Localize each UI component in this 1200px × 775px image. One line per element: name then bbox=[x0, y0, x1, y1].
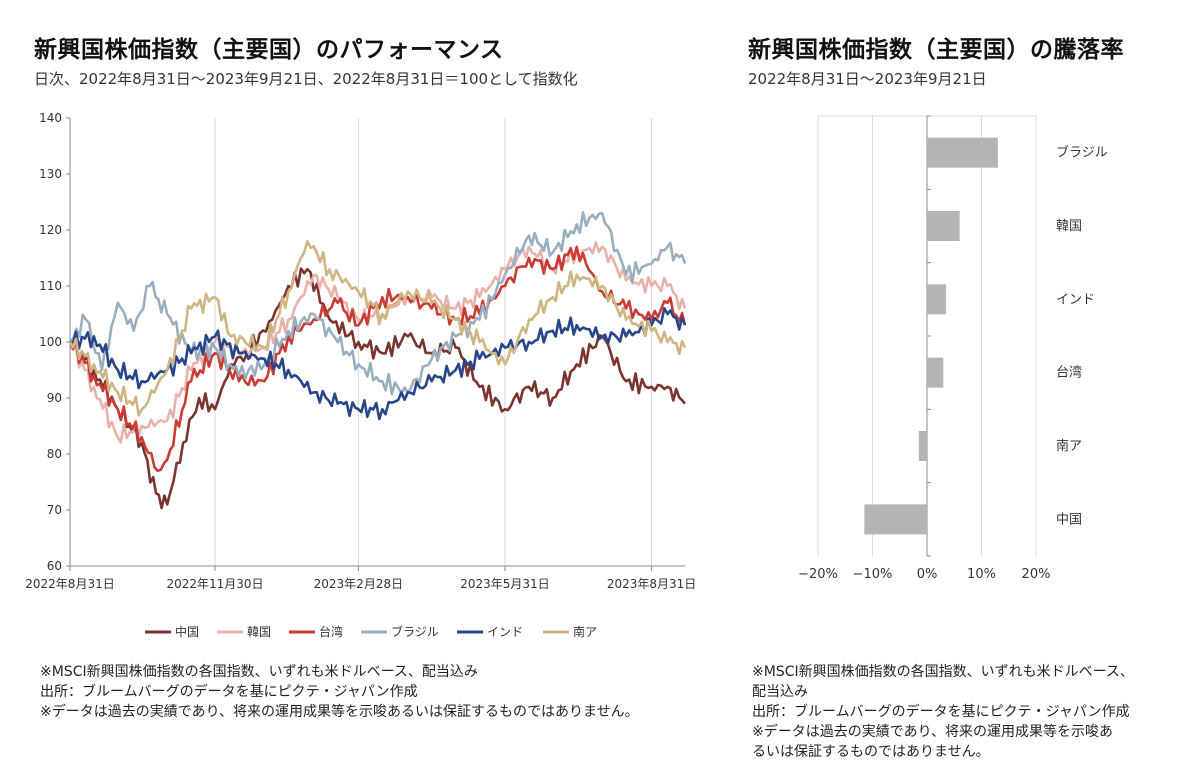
bar-南ア bbox=[918, 431, 927, 461]
legend-label: ブラジル bbox=[391, 624, 439, 639]
x-tick-label: 2023年5月31日 bbox=[460, 577, 549, 591]
category-label: ブラジル bbox=[1056, 145, 1108, 161]
category-label: 南ア bbox=[1056, 438, 1082, 454]
y-tick-label: 100 bbox=[39, 335, 62, 349]
legend-label: 南ア bbox=[573, 624, 597, 639]
right-chart-subtitle: 2022年8月31日～2023年9月21日 bbox=[748, 70, 987, 88]
y-tick-label: 140 bbox=[39, 111, 62, 125]
category-label: 中国 bbox=[1056, 512, 1082, 527]
x-tick-label: 0% bbox=[917, 567, 938, 582]
y-tick-label: 80 bbox=[47, 447, 62, 461]
y-tick-label: 90 bbox=[47, 391, 62, 405]
right-note-line: るいは保証するものではありません。 bbox=[752, 744, 990, 760]
left-note-line: ※MSCI新興国株価指数の各国指数、いずれも米ドルベース、配当込み bbox=[40, 664, 478, 680]
x-tick-label: 2023年8月31日 bbox=[607, 577, 696, 591]
bar-中国 bbox=[864, 504, 927, 535]
x-tick-label: 2023年2月28日 bbox=[314, 577, 403, 591]
left-notes: ※MSCI新興国株価指数の各国指数、いずれも米ドルベース、配当込み 出所：ブルー… bbox=[40, 662, 639, 722]
x-tick-label: −10% bbox=[853, 567, 893, 582]
left-note-line: 出所：ブルームバーグのデータを基にピクテ・ジャパン作成 bbox=[40, 684, 418, 700]
x-tick-label: 20% bbox=[1022, 567, 1051, 582]
left-chart-title: 新興国株価指数（主要国）のパフォーマンス bbox=[34, 37, 504, 63]
y-tick-label: 110 bbox=[39, 279, 62, 293]
y-tick-label: 60 bbox=[47, 559, 62, 573]
right-note-line: 出所：ブルームバーグのデータを基にピクテ・ジャパン作成 bbox=[752, 704, 1130, 720]
legend-label: 台湾 bbox=[319, 624, 343, 639]
bar-韓国 bbox=[927, 211, 960, 241]
series-line-台湾 bbox=[68, 245, 687, 473]
bar-ブラジル bbox=[927, 137, 998, 168]
series-line-南ア bbox=[68, 239, 687, 417]
right-notes: ※MSCI新興国株価指数の各国指数、いずれも米ドルベース、 配当込み 出所：ブル… bbox=[752, 662, 1134, 762]
left-note-line: ※データは過去の実績であり、将来の運用成果等を示唆あるいは保証するものではありま… bbox=[40, 704, 639, 720]
left-chart-subtitle: 日次、2022年8月31日～2023年9月21日、2022年8月31日＝100と… bbox=[34, 70, 578, 88]
right-note-line: ※データは過去の実績であり、将来の運用成果等を示唆あ bbox=[752, 724, 1114, 740]
y-tick-label: 130 bbox=[39, 167, 62, 181]
y-tick-label: 70 bbox=[47, 503, 62, 517]
category-label: 台湾 bbox=[1056, 365, 1082, 381]
x-tick-label: 2022年11月30日 bbox=[166, 577, 263, 591]
series-line-ブラジル bbox=[69, 211, 687, 396]
right-note-line: 配当込み bbox=[752, 684, 808, 700]
category-label: インド bbox=[1056, 292, 1095, 307]
performance-line-chart: 2022年8月31日 2022年11月30日 2023年2月28日 2023年5月31… bbox=[25, 111, 696, 639]
x-tick-label: −20% bbox=[798, 567, 838, 582]
right-note-line: ※MSCI新興国株価指数の各国指数、いずれも米ドルベース、 bbox=[752, 664, 1134, 680]
right-chart-title: 新興国株価指数（主要国）の騰落率 bbox=[748, 37, 1124, 63]
bar-インド bbox=[927, 284, 947, 315]
legend-label: 韓国 bbox=[247, 625, 271, 639]
category-label: 韓国 bbox=[1056, 219, 1082, 234]
y-tick-label: 120 bbox=[39, 223, 62, 237]
legend-label: インド bbox=[487, 625, 523, 639]
x-tick-label: 2022年8月31日 bbox=[25, 577, 114, 591]
x-tick-label: 10% bbox=[967, 567, 996, 582]
legend-label: 中国 bbox=[175, 624, 199, 639]
series-line-中国 bbox=[68, 267, 686, 510]
bar-台湾 bbox=[927, 357, 944, 388]
series-line-インド bbox=[69, 307, 687, 421]
